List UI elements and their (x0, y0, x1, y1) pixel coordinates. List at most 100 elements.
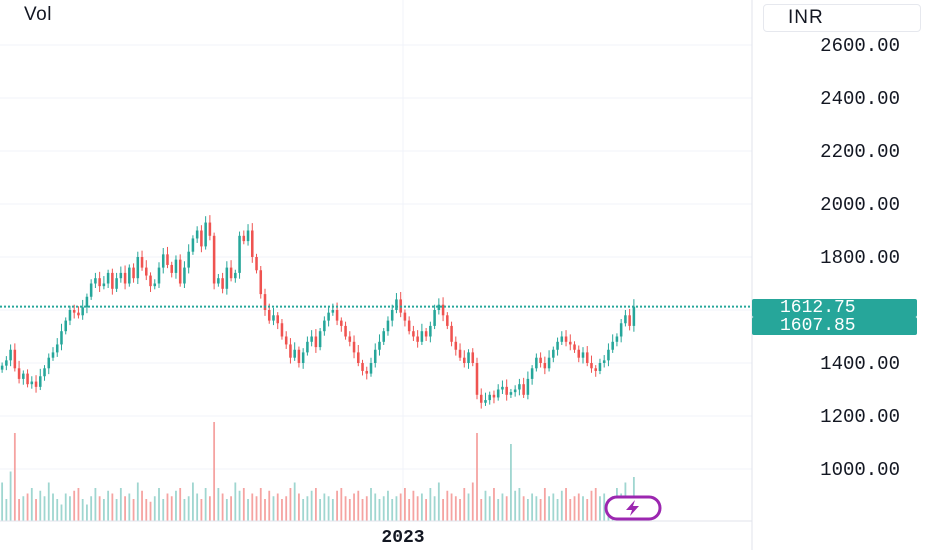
candle-body (416, 336, 419, 342)
candle-body (72, 310, 76, 313)
volume-bar (526, 499, 529, 521)
candle-body (178, 259, 182, 284)
candle-body (242, 235, 246, 242)
candle (424, 328, 428, 342)
candle-body (166, 254, 169, 265)
candle (174, 255, 178, 279)
candle-body (479, 394, 483, 403)
candle-body (183, 267, 186, 284)
volume-bar (497, 499, 500, 521)
volume-bar (107, 490, 110, 521)
candle (191, 235, 195, 255)
candle (81, 299, 84, 320)
volume-bar (145, 499, 148, 521)
candle-body (259, 270, 263, 295)
candle-body (373, 349, 377, 363)
candle-body (301, 352, 305, 363)
volume-bar (454, 496, 457, 521)
candle-body (145, 267, 148, 276)
volume-bar (577, 493, 580, 521)
candle (552, 346, 555, 363)
candle-body (412, 331, 415, 337)
candle-body (229, 267, 233, 279)
candle-body (348, 336, 352, 342)
volume-bar (64, 493, 67, 521)
candle-body (594, 368, 597, 371)
volume-bar (365, 496, 368, 521)
lightning-icon[interactable] (604, 495, 662, 521)
candle-body (526, 378, 530, 395)
candle (632, 299, 636, 332)
candle (68, 305, 72, 326)
candle-body (157, 267, 161, 284)
candle-body (9, 349, 12, 361)
candle-body (200, 230, 203, 247)
candle (140, 250, 144, 271)
candle (85, 293, 89, 314)
candle-body (547, 357, 551, 369)
candle (161, 247, 165, 274)
volume-bar (480, 499, 483, 521)
candle (276, 312, 279, 330)
candle-body (297, 349, 301, 363)
volume-bar (539, 499, 542, 521)
volume-bar (543, 488, 546, 521)
volume-bar (298, 493, 300, 521)
candle (136, 251, 140, 285)
candle-body (475, 363, 479, 395)
candle-body (569, 341, 572, 345)
candle-body (539, 357, 542, 363)
candle-body (543, 363, 547, 369)
volume-bar (353, 493, 355, 521)
volume-bar (259, 488, 262, 521)
volume-bar (94, 488, 97, 521)
candle (407, 316, 411, 335)
volume-bar (302, 499, 305, 521)
candle-body (81, 307, 84, 316)
volume-bar (420, 493, 423, 521)
candle-body (106, 272, 110, 284)
candle-body (191, 238, 195, 252)
volume-bar (213, 422, 216, 521)
candle (9, 344, 12, 367)
volume-bar (437, 482, 440, 521)
candle-body (123, 272, 127, 284)
volume-bar (221, 493, 224, 521)
candle (98, 271, 101, 292)
currency-selector[interactable]: INR (763, 4, 921, 32)
candle-body (530, 368, 534, 379)
candle-body (246, 230, 250, 242)
grid (0, 0, 752, 521)
candle-body (429, 325, 432, 337)
candle (365, 366, 369, 380)
candle-body (552, 349, 555, 358)
last-price-tag: 1612.75 (752, 299, 917, 317)
candle-body (251, 230, 254, 257)
candle (183, 261, 186, 289)
candle-body (509, 392, 513, 395)
candle (306, 336, 309, 356)
candle (437, 298, 441, 315)
volume-bar (102, 499, 105, 521)
candle-body (632, 306, 636, 326)
candle-body (573, 344, 576, 350)
volume-indicator-label[interactable]: Vol (24, 4, 52, 25)
candle (30, 376, 34, 389)
candle (352, 335, 356, 359)
candle-body (560, 336, 564, 342)
volume-bar (310, 490, 313, 521)
candle-body (335, 310, 339, 321)
volume-bar (293, 482, 296, 521)
price-axis-tick-label: 2600.00 (820, 35, 900, 57)
candle-body (602, 360, 606, 363)
candle (403, 309, 407, 327)
candle-body (153, 283, 157, 287)
candle (412, 325, 415, 342)
candle-body (170, 264, 173, 273)
price-axis[interactable]: 1000.001200.001400.001600.001800.002000.… (820, 35, 900, 481)
volume-bar (200, 499, 203, 521)
candle (217, 273, 220, 287)
volume-bar (9, 471, 12, 521)
candle-body (55, 344, 59, 353)
